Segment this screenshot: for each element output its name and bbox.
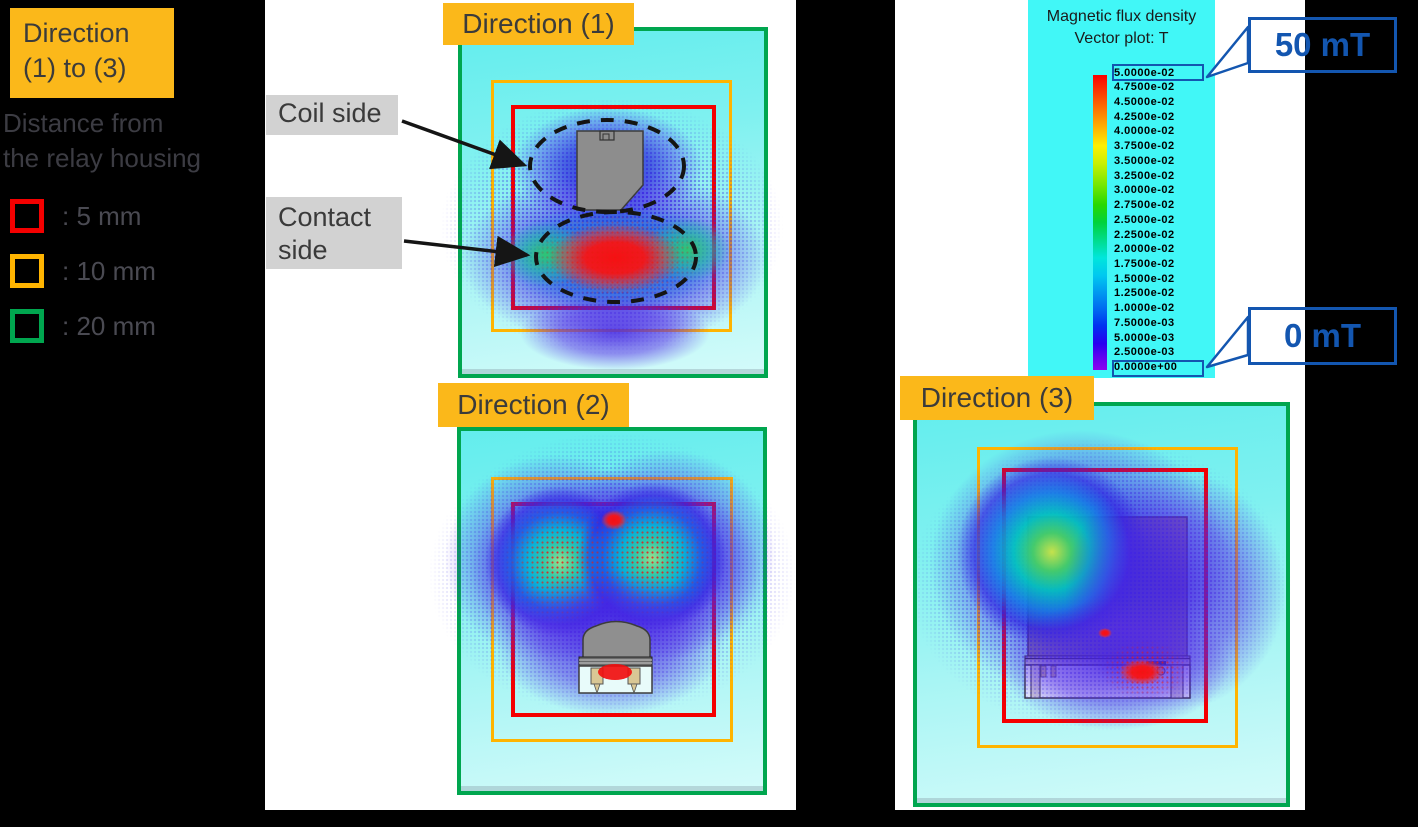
colorbar-tick: 0.0000e+00 xyxy=(1114,361,1178,374)
legend-item: : 20 mm xyxy=(10,308,156,344)
legend-item: : 5 mm xyxy=(10,198,141,234)
callout-50mt: 50 mT xyxy=(1248,17,1397,73)
colorbar-tick: 4.0000e-02 xyxy=(1114,125,1175,138)
colorbar-tick: 4.5000e-02 xyxy=(1114,95,1175,108)
legend-color-square xyxy=(10,254,44,288)
boundary-5mm-d1 xyxy=(511,105,716,310)
title-direction-2: Direction (2) xyxy=(438,383,629,427)
boundary-5mm-d3 xyxy=(1002,468,1208,723)
legend-color-square xyxy=(10,199,44,233)
distance-caption-line1: Distance from xyxy=(3,108,164,138)
colorbar-tick: 1.7500e-02 xyxy=(1114,257,1175,270)
title-direction-3: Direction (3) xyxy=(900,376,1094,420)
colorbar-panel: Magnetic flux density Vector plot: T xyxy=(1028,0,1215,378)
legend-item-label: : 10 mm xyxy=(62,255,156,286)
contact-side-line1: Contact xyxy=(278,202,372,232)
direction-range-line1: Direction xyxy=(23,18,130,48)
colorbar-gradient xyxy=(1093,75,1107,370)
colorbar-tick: 5.0000e-02 xyxy=(1114,66,1175,79)
colorbar-max-frame xyxy=(1112,64,1204,81)
direction-range-label: Direction (1) to (3) xyxy=(10,8,174,98)
colorbar-tick: 2.5000e-03 xyxy=(1114,346,1175,359)
colorbar-tick: 3.0000e-02 xyxy=(1114,184,1175,197)
colorbar-tick: 2.0000e-02 xyxy=(1114,243,1175,256)
legend-item-label: : 5 mm xyxy=(62,200,142,231)
coil-side-note: Coil side xyxy=(266,95,398,135)
colorbar-tick: 1.2500e-02 xyxy=(1114,287,1175,300)
colorbar-tick: 5.0000e-03 xyxy=(1114,331,1175,344)
colorbar-tick: 1.0000e-02 xyxy=(1114,302,1175,315)
colorbar-tick: 2.2500e-02 xyxy=(1114,228,1175,241)
legend-item-label: : 20 mm xyxy=(62,310,156,341)
contact-side-line2: side xyxy=(278,234,328,265)
colorbar-tick: 1.5000e-02 xyxy=(1114,272,1175,285)
colorbar-ticks: 5.0000e-02 4.7500e-02 4.5000e-02 4.2500e-02… xyxy=(1112,0,1208,380)
legend-item: : 10 mm xyxy=(10,253,156,289)
colorbar-tick: 4.7500e-02 xyxy=(1114,81,1175,94)
colorbar-title-line1: Magnetic flux density xyxy=(1046,8,1197,25)
colorbar-tick: 2.5000e-02 xyxy=(1114,213,1175,226)
title-direction-1: Direction (1) xyxy=(443,3,634,45)
colorbar-tick: 2.7500e-02 xyxy=(1114,199,1175,212)
colorbar-min-frame xyxy=(1112,359,1204,377)
legend-color-square xyxy=(10,309,44,343)
colorbar-tick: 3.2500e-02 xyxy=(1114,169,1175,182)
distance-caption: Distance from the relay housing xyxy=(3,106,265,176)
boundary-5mm-d2 xyxy=(511,502,716,717)
contact-side-note: Contact side xyxy=(266,197,402,269)
distance-legend: : 5 mm : 10 mm : 20 mm xyxy=(10,0,265,370)
colorbar-tick: 3.5000e-02 xyxy=(1114,154,1175,167)
colorbar-tick: 4.2500e-02 xyxy=(1114,110,1175,123)
colorbar-tick: 7.5000e-03 xyxy=(1114,316,1175,329)
direction-range-line2: (1) to (3) xyxy=(23,53,127,84)
colorbar-title-line2: Vector plot: T xyxy=(1074,30,1169,47)
distance-caption-line2: the relay housing xyxy=(3,143,202,174)
colorbar-tick: 3.7500e-02 xyxy=(1114,140,1175,153)
callout-0mt: 0 mT xyxy=(1248,307,1397,365)
